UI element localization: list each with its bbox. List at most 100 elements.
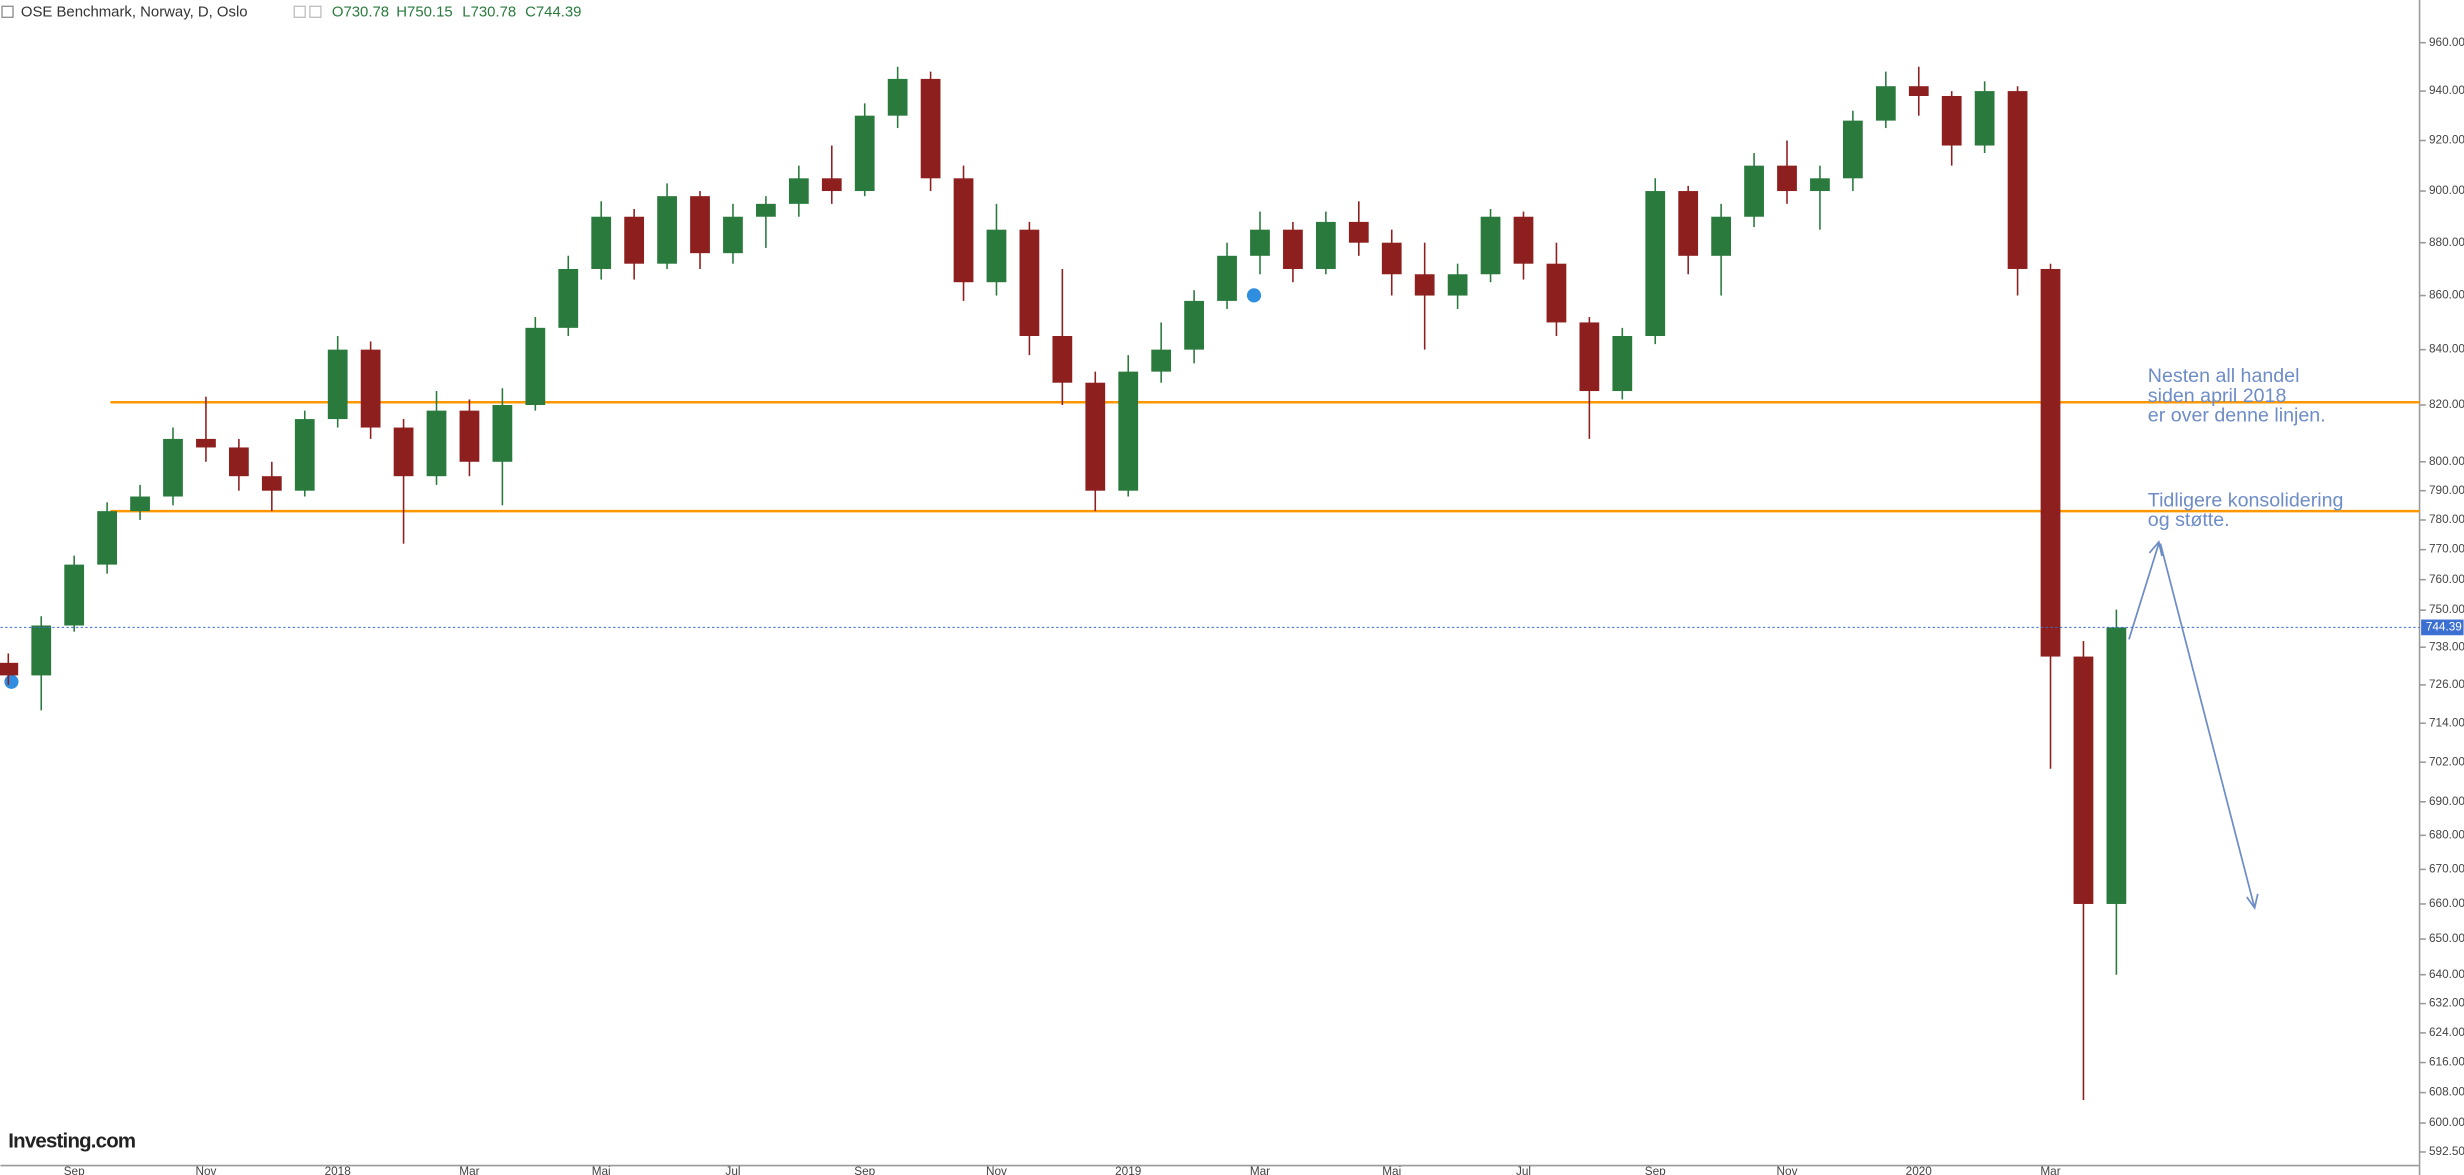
candle-body [1974,91,1995,146]
y-tick-label: 820.00 [2429,398,2464,411]
annotation-text: Tidligere konsolidering [2148,489,2344,511]
candle-body [492,405,513,462]
hide-icon[interactable] [309,5,322,18]
candle-body [591,216,612,269]
y-tick-label: 790.00 [2429,484,2464,497]
annotation-text: er over denne linjen. [2148,404,2326,426]
p-marker[interactable] [1246,288,1262,303]
drawn-arrows [2128,540,2259,911]
y-tick-label: 840.00 [2429,343,2464,356]
candle-body [690,196,710,254]
candle-body [1085,382,1106,491]
annotation-text: Nesten all handel [2148,365,2300,387]
candle-body [2073,656,2094,904]
candle-body [393,427,414,477]
candle-body [723,216,743,254]
y-tick-label: 800.00 [2429,455,2464,468]
candle-body [1612,335,1633,392]
y-tick-label: 714.00 [2429,716,2464,729]
candle-body [788,178,809,204]
ohlc-high: H750.15 [396,4,452,21]
x-tick-label: Nov [1777,1165,1798,1175]
candle-body [228,447,249,477]
y-tick-label: 616.00 [2429,1056,2464,1069]
x-tick-label: Jul [725,1165,740,1175]
y-tick-label: 592.50 [2429,1145,2464,1158]
y-tick-label: 900.00 [2429,184,2464,197]
candle-body [558,268,579,328]
y-tick-label: 624.00 [2429,1026,2464,1039]
p-marker[interactable] [4,674,19,689]
arrow-head [2246,893,2259,911]
candle-body [1118,371,1139,491]
x-tick-label: Mar [459,1165,479,1175]
last-price-label: 744.39 [2426,620,2462,633]
y-tick-label: 640.00 [2429,968,2464,981]
y-tick-label: 726.00 [2429,678,2464,691]
arrow-up [2128,543,2160,640]
y-tick-label: 650.00 [2429,932,2464,945]
arrow-down [2159,543,2256,909]
x-tick-label: Mai [592,1165,611,1175]
candle-body [1052,335,1073,383]
candle-body [1414,274,1435,296]
x-tick-label: Sep [64,1165,85,1175]
ohlc-open: O730.78 [332,4,389,21]
y-tick-label: 780.00 [2429,513,2464,526]
p-markers [4,288,1262,689]
y-tick-label: 920.00 [2429,134,2464,147]
candle-body [1645,191,1666,336]
candle-body [1184,300,1204,350]
candle-body [64,564,85,626]
candle-body [1250,229,1270,256]
y-tick-label: 702.00 [2429,755,2464,768]
candle-body [887,78,908,116]
candle-body [261,476,282,491]
candle-body [657,196,677,264]
last-price-tag [2421,619,2464,636]
x-tick-label: Mai [1382,1165,1401,1175]
candle-body [360,349,381,428]
candle-body [163,438,183,497]
candle-body [920,78,941,179]
y-tick-label: 760.00 [2429,573,2464,586]
x-tick-label: 2020 [1906,1165,1933,1175]
candle-body [1678,191,1699,256]
candle-body [31,625,52,676]
settings-icon[interactable] [293,5,306,18]
candle-body [756,203,776,217]
candle-body [1546,263,1567,323]
x-tick-label: Jul [1516,1165,1531,1175]
annotation-text: siden april 2018 [2148,385,2287,407]
chart-title: OSE Benchmark, Norway, D, Oslo [21,4,248,21]
y-tick-label: 960.00 [2429,36,2464,49]
y-tick-label: 860.00 [2429,289,2464,302]
candle-body [1283,229,1303,269]
candle-body [821,178,842,192]
candle-body [1810,178,1830,192]
candle-body [196,438,216,448]
y-tick-label: 738.00 [2429,640,2464,653]
candle-body [1941,95,1962,146]
ohlc-close: C744.39 [525,4,581,21]
candle-body [1579,322,1600,392]
y-tick-label: 680.00 [2429,828,2464,841]
collapse-icon[interactable] [1,5,14,18]
candle-body [953,178,974,283]
candle-body [2007,91,2028,269]
y-tick-label: 940.00 [2429,84,2464,97]
y-tick-label: 880.00 [2429,236,2464,249]
y-tick-label: 660.00 [2429,897,2464,910]
candle-body [986,229,1007,283]
candle-body [459,410,480,462]
candle-body [97,511,118,565]
x-tick-label: Nov [986,1165,1007,1175]
candle-body [1842,120,1863,179]
candle-body [130,496,150,512]
ohlc-low: L730.78 [462,4,516,21]
candle-body [1777,165,1797,192]
ohlc-legend: O730.78 H750.15 L730.78 C744.39 [332,4,582,21]
candle-body [1711,216,1732,256]
y-tick-label: 750.00 [2429,603,2464,616]
